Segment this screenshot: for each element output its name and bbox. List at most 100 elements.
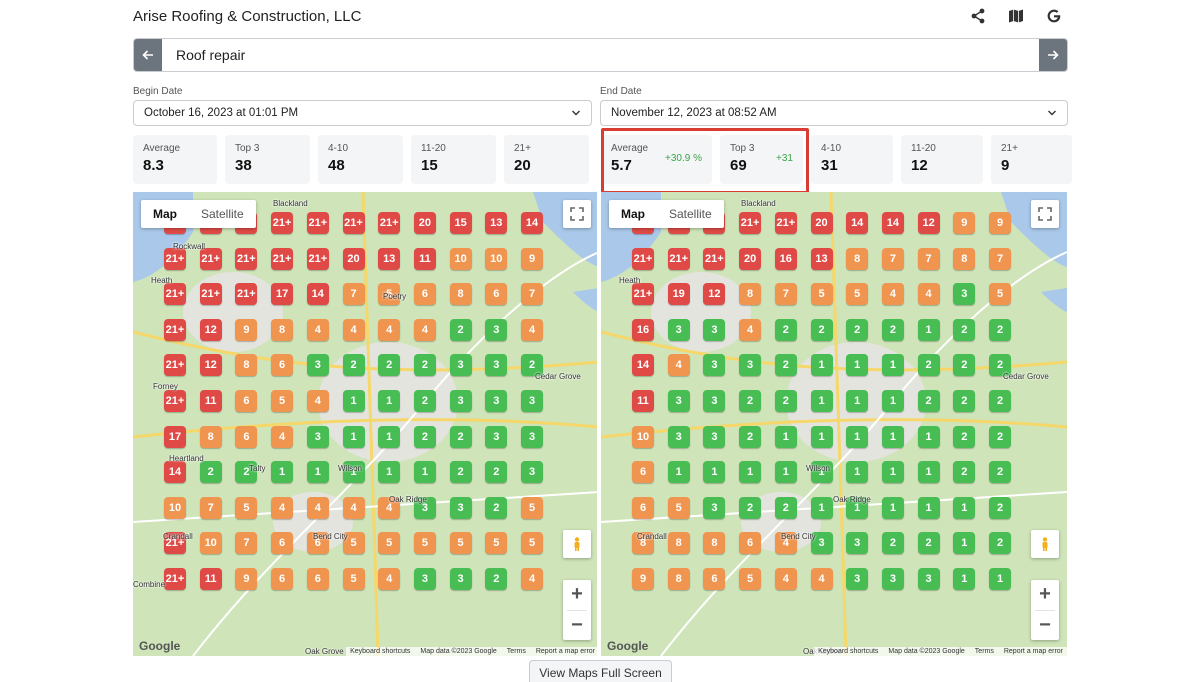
rank-pin[interactable]: 3: [703, 318, 726, 341]
rank-pin[interactable]: 1: [413, 461, 436, 484]
rank-pin[interactable]: 3: [521, 390, 543, 412]
rank-pin[interactable]: 2: [739, 496, 762, 519]
rank-pin[interactable]: 4: [342, 318, 365, 341]
rank-pin[interactable]: 8: [449, 283, 472, 306]
rank-pin[interactable]: 3: [449, 496, 472, 519]
rank-pin[interactable]: 9: [235, 568, 258, 590]
rank-pin[interactable]: 2: [810, 318, 833, 341]
share-icon[interactable]: [970, 8, 986, 24]
rank-pin[interactable]: 4: [521, 568, 543, 590]
rank-pin[interactable]: 2: [989, 354, 1011, 377]
rank-pin[interactable]: 5: [378, 532, 401, 555]
rank-pin[interactable]: 9: [521, 247, 543, 270]
rank-pin[interactable]: 20: [739, 247, 762, 270]
rank-pin[interactable]: 1: [881, 496, 904, 519]
rank-pin[interactable]: 2: [953, 461, 976, 484]
rank-pin[interactable]: 5: [342, 568, 365, 590]
rank-pin[interactable]: 3: [953, 283, 976, 306]
rank-pin[interactable]: 8: [235, 354, 258, 377]
rank-pin[interactable]: 8: [739, 283, 762, 306]
rank-pin[interactable]: 2: [521, 354, 543, 377]
rank-pin[interactable]: 3: [449, 390, 472, 412]
rank-pin[interactable]: 1: [378, 390, 401, 412]
rank-pin[interactable]: 10: [485, 247, 508, 270]
rank-pin[interactable]: 6: [235, 390, 258, 412]
fullscreen-toggle[interactable]: [563, 200, 591, 228]
next-keyword-button[interactable]: [1039, 39, 1067, 71]
fullscreen-toggle[interactable]: [1031, 200, 1059, 228]
rank-pin[interactable]: 21+: [164, 283, 186, 306]
rank-pin[interactable]: 2: [235, 461, 258, 484]
rank-pin[interactable]: 7: [881, 247, 904, 270]
rank-pin[interactable]: 1: [342, 390, 365, 412]
satellite-view-button[interactable]: Satellite: [669, 207, 712, 221]
rank-pin[interactable]: 1: [881, 425, 904, 448]
rank-pin[interactable]: 13: [810, 247, 833, 270]
rank-pin[interactable]: 2: [378, 354, 401, 377]
rank-pin[interactable]: 21+: [632, 283, 654, 306]
rank-pin[interactable]: 1: [953, 568, 976, 590]
rank-pin[interactable]: 2: [917, 390, 940, 412]
rank-pin[interactable]: 4: [774, 568, 797, 590]
rank-pin[interactable]: 4: [378, 318, 401, 341]
rank-pin[interactable]: 14: [846, 212, 869, 234]
street-view-pegman[interactable]: [563, 530, 591, 558]
rank-pin[interactable]: 2: [739, 390, 762, 412]
rank-pin[interactable]: 21+: [199, 247, 222, 270]
rank-pin[interactable]: 6: [703, 568, 726, 590]
rank-pin[interactable]: 4: [739, 318, 762, 341]
rank-pin[interactable]: 1: [774, 425, 797, 448]
rank-pin[interactable]: 2: [953, 425, 976, 448]
rank-pin[interactable]: 17: [164, 425, 186, 448]
rank-pin[interactable]: 2: [989, 532, 1011, 555]
rank-pin[interactable]: 5: [413, 532, 436, 555]
rank-pin[interactable]: 1: [881, 390, 904, 412]
rank-pin[interactable]: 6: [632, 461, 654, 484]
rank-pin[interactable]: 8: [953, 247, 976, 270]
rank-pin[interactable]: 2: [917, 532, 940, 555]
rank-pin[interactable]: 3: [485, 354, 508, 377]
rank-pin[interactable]: 7: [199, 496, 222, 519]
rank-pin[interactable]: 10: [449, 247, 472, 270]
rank-pin[interactable]: 2: [449, 461, 472, 484]
rank-pin[interactable]: 5: [810, 283, 833, 306]
rank-pin[interactable]: 1: [846, 354, 869, 377]
end-date-select[interactable]: November 12, 2023 at 08:52 AM: [600, 100, 1068, 126]
rank-pin[interactable]: 2: [413, 425, 436, 448]
rank-pin[interactable]: 3: [739, 354, 762, 377]
rank-pin[interactable]: 6: [632, 496, 654, 519]
rank-pin[interactable]: 3: [703, 390, 726, 412]
rank-pin[interactable]: 4: [306, 496, 329, 519]
rank-pin[interactable]: 5: [271, 390, 294, 412]
rank-pin[interactable]: 14: [881, 212, 904, 234]
rank-pin[interactable]: 21+: [306, 247, 329, 270]
rank-pin[interactable]: 2: [199, 461, 222, 484]
rank-pin[interactable]: 4: [306, 318, 329, 341]
rank-pin[interactable]: 3: [667, 318, 690, 341]
rank-pin[interactable]: 11: [632, 390, 654, 412]
rank-pin[interactable]: 2: [917, 354, 940, 377]
rank-pin[interactable]: 1: [667, 461, 690, 484]
report-error-link[interactable]: Report a map error: [1003, 648, 1063, 655]
rank-pin[interactable]: 9: [989, 212, 1011, 234]
prev-keyword-button[interactable]: [134, 39, 162, 71]
rank-pin[interactable]: 10: [164, 496, 186, 519]
terms-link[interactable]: Terms: [974, 648, 994, 655]
rank-pin[interactable]: 7: [521, 283, 543, 306]
rank-pin[interactable]: 1: [739, 461, 762, 484]
rank-pin[interactable]: 21+: [164, 390, 186, 412]
rank-pin[interactable]: 1: [703, 461, 726, 484]
rank-pin[interactable]: 4: [271, 496, 294, 519]
rank-pin[interactable]: 8: [271, 318, 294, 341]
rank-pin[interactable]: 1: [342, 461, 365, 484]
rank-pin[interactable]: 2: [881, 318, 904, 341]
rank-pin[interactable]: 1: [953, 496, 976, 519]
rank-pin[interactable]: 14: [164, 461, 186, 484]
rank-pin[interactable]: 4: [774, 532, 797, 555]
rank-pin[interactable]: 15: [449, 212, 472, 234]
rank-pin[interactable]: 10: [199, 532, 222, 555]
rank-pin[interactable]: 2: [774, 390, 797, 412]
rank-pin[interactable]: 21+: [164, 532, 186, 555]
rank-pin[interactable]: 8: [667, 532, 690, 555]
rank-pin[interactable]: 3: [667, 390, 690, 412]
